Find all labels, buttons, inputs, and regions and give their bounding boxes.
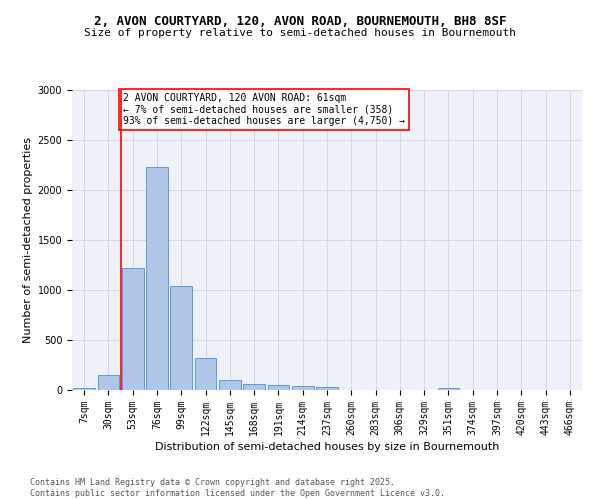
Bar [219,380,241,390]
Bar [97,375,119,390]
Bar [316,387,338,390]
Text: 2, AVON COURTYARD, 120, AVON ROAD, BOURNEMOUTH, BH8 8SF: 2, AVON COURTYARD, 120, AVON ROAD, BOURN… [94,15,506,28]
Text: 2 AVON COURTYARD, 120 AVON ROAD: 61sqm
← 7% of semi-detached houses are smaller : 2 AVON COURTYARD, 120 AVON ROAD: 61sqm ←… [123,93,405,126]
Bar [146,167,168,390]
Bar [170,286,192,390]
Bar [268,384,289,390]
Bar [243,384,265,390]
Bar [194,358,217,390]
Bar [122,268,143,390]
Bar [437,388,460,390]
X-axis label: Distribution of semi-detached houses by size in Bournemouth: Distribution of semi-detached houses by … [155,442,499,452]
Text: Size of property relative to semi-detached houses in Bournemouth: Size of property relative to semi-detach… [84,28,516,38]
Bar [73,388,95,390]
Bar [292,386,314,390]
Text: Contains HM Land Registry data © Crown copyright and database right 2025.
Contai: Contains HM Land Registry data © Crown c… [30,478,445,498]
Y-axis label: Number of semi-detached properties: Number of semi-detached properties [23,137,34,343]
